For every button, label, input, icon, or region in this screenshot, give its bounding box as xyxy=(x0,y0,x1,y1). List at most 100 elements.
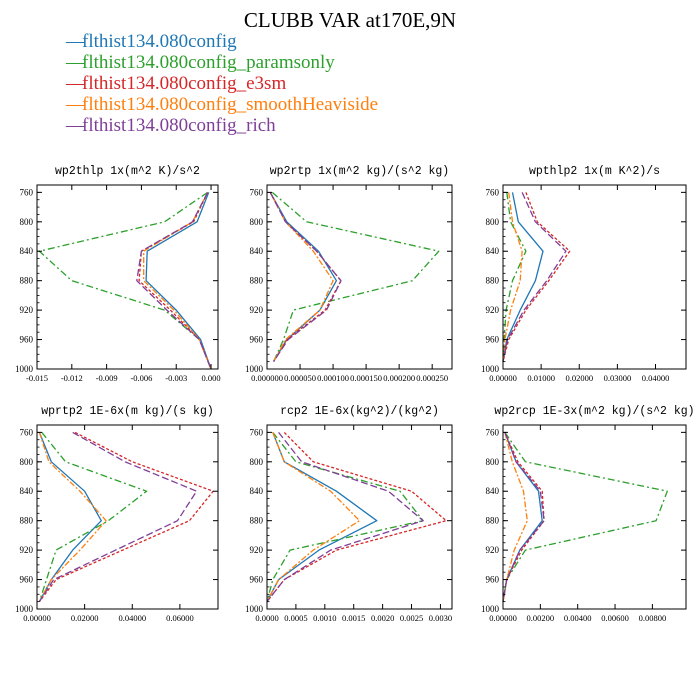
x-tick-label: 0.000100 xyxy=(317,373,349,383)
x-tick-label: 0.00400 xyxy=(564,613,592,623)
y-tick-label: 760 xyxy=(20,187,34,197)
y-tick-label: 920 xyxy=(250,545,264,555)
x-tick-label: -0.009 xyxy=(96,373,118,383)
y-tick-label: 840 xyxy=(486,246,500,256)
y-tick-label: 800 xyxy=(250,457,264,467)
series-line xyxy=(266,431,424,603)
legend-label: flthist134.080config_rich xyxy=(82,115,276,136)
x-tick-label: 0.00000 xyxy=(23,613,51,623)
y-tick-label: 920 xyxy=(486,305,500,315)
y-tick-label: 760 xyxy=(250,427,264,437)
x-tick-label: 0.03000 xyxy=(604,373,632,383)
series-line xyxy=(269,192,338,362)
plot-frame xyxy=(36,424,219,610)
plot-frame xyxy=(502,424,687,610)
series-line xyxy=(502,192,571,362)
y-tick-label: 760 xyxy=(486,427,500,437)
y-tick-label: 840 xyxy=(20,246,34,256)
series-line xyxy=(38,431,198,602)
y-tick-label: 880 xyxy=(486,276,500,286)
series-line xyxy=(502,432,668,602)
y-tick-label: 920 xyxy=(486,545,500,555)
series-line xyxy=(271,191,440,362)
y-tick-label: 800 xyxy=(20,457,34,467)
series-line xyxy=(502,192,544,362)
legend-dash: — xyxy=(66,52,85,73)
legend-dash: — xyxy=(66,31,85,52)
x-tick-label: 0.000150 xyxy=(350,373,382,383)
panel-title: wp2rcp 1E-3x(m^2 kg)/(s^2 kg) xyxy=(494,405,694,418)
panel: wprtp2 1E-6x(m kg)/(s kg) 760 800 840 880 920… xyxy=(15,405,219,623)
series-line xyxy=(266,432,361,602)
series-line xyxy=(269,192,334,362)
series-line xyxy=(266,432,378,602)
y-tick-label: 920 xyxy=(250,305,264,315)
legend: —flthist134.080config —flthist134.080con… xyxy=(66,31,378,136)
series-line xyxy=(145,192,212,370)
y-tick-label: 1000 xyxy=(481,604,500,614)
x-tick-label: 0.0020 xyxy=(371,613,394,623)
figure-title: CLUBB VAR at170E,9N xyxy=(243,8,457,32)
y-tick-label: 800 xyxy=(486,457,500,467)
legend-entry: —flthist134.080config xyxy=(66,31,378,52)
series-line xyxy=(136,192,212,370)
panel-title: wprtp2 1E-6x(m kg)/(s kg) xyxy=(41,405,214,418)
series-line xyxy=(38,191,212,370)
x-tick-label: 0.0015 xyxy=(342,613,365,623)
series-line xyxy=(269,192,342,362)
legend-entry: —flthist134.080config_smoothHeaviside xyxy=(66,94,378,115)
y-tick-label: 960 xyxy=(486,575,500,585)
series-line xyxy=(38,431,214,602)
panel-title: rcp2 1E-6x(kg^2)/(kg^2) xyxy=(280,405,439,418)
series-line xyxy=(502,192,523,362)
series-line xyxy=(38,432,102,602)
legend-label: flthist134.080config_e3sm xyxy=(82,73,287,94)
series-line xyxy=(38,432,107,602)
x-tick-label: 0.04000 xyxy=(118,613,146,623)
y-tick-label: 920 xyxy=(20,545,34,555)
panel: wp2thlp 1x(m^2 K)/s^2 760 800 840 880 920 960 1… xyxy=(15,165,221,383)
y-tick-label: 800 xyxy=(486,217,500,227)
series-line xyxy=(269,192,342,362)
x-tick-label: 0.000050 xyxy=(284,373,316,383)
y-tick-label: 840 xyxy=(20,486,34,496)
x-tick-label: 0.000 xyxy=(201,373,220,383)
x-tick-label: -0.003 xyxy=(165,373,187,383)
legend-dash: — xyxy=(66,94,85,115)
y-tick-label: 880 xyxy=(20,276,34,286)
legend-entry: —flthist134.080config_paramsonly xyxy=(66,52,378,73)
series-line xyxy=(502,432,545,602)
y-tick-label: 760 xyxy=(486,187,500,197)
panel: wp2rtp 1x(m^2 kg)/(s^2 kg) 760 800 840 880 92… xyxy=(245,165,453,383)
x-tick-label: 0.00000 xyxy=(489,613,517,623)
panel: wpthlp2 1x(m K^2)/s 760 800 840 880 920 960 100… xyxy=(481,165,687,383)
x-tick-label: 0.01000 xyxy=(527,373,555,383)
y-tick-label: 960 xyxy=(20,575,34,585)
plot-frame xyxy=(502,184,687,370)
x-tick-label: 0.000000 xyxy=(251,373,283,383)
y-tick-label: 920 xyxy=(20,305,34,315)
y-tick-label: 760 xyxy=(20,427,34,437)
x-tick-label: 0.04000 xyxy=(642,373,670,383)
y-tick-label: 760 xyxy=(250,187,264,197)
x-tick-label: 0.0000 xyxy=(255,613,278,623)
panel-title: wp2thlp 1x(m^2 K)/s^2 xyxy=(55,165,200,178)
x-tick-label: 0.0030 xyxy=(429,613,452,623)
x-tick-label: 0.00200 xyxy=(527,613,555,623)
y-tick-label: 840 xyxy=(250,486,264,496)
y-tick-label: 880 xyxy=(20,516,34,526)
x-tick-label: -0.006 xyxy=(130,373,152,383)
x-tick-label: 0.00000 xyxy=(489,373,517,383)
y-tick-label: 880 xyxy=(486,516,500,526)
x-tick-label: 0.000200 xyxy=(383,373,415,383)
panel-title: wpthlp2 1x(m K^2)/s xyxy=(529,165,660,178)
y-tick-label: 1000 xyxy=(245,364,264,374)
x-tick-label: 0.0025 xyxy=(400,613,423,623)
x-tick-label: 0.00600 xyxy=(601,613,629,623)
legend-label: flthist134.080config_paramsonly xyxy=(82,52,335,73)
series-line xyxy=(502,192,527,362)
legend-label: flthist134.080config_smoothHeaviside xyxy=(82,94,379,115)
y-tick-label: 880 xyxy=(250,516,264,526)
y-tick-label: 840 xyxy=(486,486,500,496)
